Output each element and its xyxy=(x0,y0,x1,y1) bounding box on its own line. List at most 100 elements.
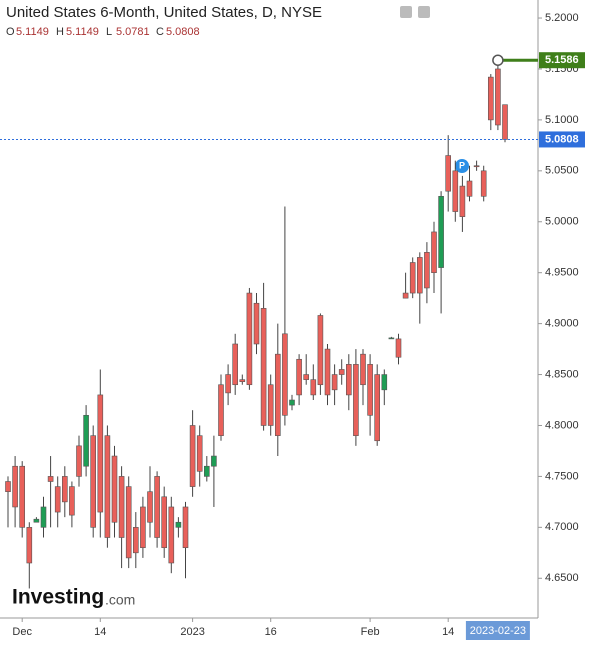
x-tick-label: 14 xyxy=(94,626,106,638)
candle-body xyxy=(289,399,295,406)
candle-body xyxy=(303,374,310,380)
x-tick-label: 16 xyxy=(265,626,277,638)
candle-body xyxy=(47,476,54,482)
candle-body xyxy=(409,262,416,294)
candle-body xyxy=(182,506,189,549)
candle-body xyxy=(204,465,210,477)
candle-body xyxy=(33,518,40,523)
candle-body xyxy=(317,315,324,386)
ohlc-key: C xyxy=(156,26,164,38)
candle-body xyxy=(487,76,494,121)
candle-body xyxy=(54,486,61,513)
candle-body xyxy=(83,414,89,467)
candle-body xyxy=(246,292,253,386)
candle-body xyxy=(140,506,146,549)
ohlc-key: L xyxy=(106,26,112,38)
brand-suffix: .com xyxy=(105,592,135,608)
candle-body xyxy=(296,358,302,396)
ohlc-value: 5.0808 xyxy=(166,26,200,38)
candle-body xyxy=(502,104,508,140)
candle-body xyxy=(274,353,281,436)
ohlc-key: H xyxy=(56,26,64,38)
candle-body xyxy=(12,465,18,508)
candle-body xyxy=(324,348,331,396)
ohlc-value: 5.1149 xyxy=(16,26,49,38)
settings-icon[interactable] xyxy=(400,6,412,18)
y-tick-label: 4.7000 xyxy=(545,521,579,533)
ohlc-value: 5.0781 xyxy=(116,26,150,38)
candle-body xyxy=(40,506,47,528)
y-tick-label: 4.9500 xyxy=(545,267,579,279)
candle-body xyxy=(196,435,203,472)
level-handle xyxy=(492,54,504,66)
candle-body xyxy=(218,384,224,436)
crosshair-date-box xyxy=(465,621,530,640)
chart-title: United States 6-Month, United States, D,… xyxy=(6,4,322,21)
event-marker-label: P xyxy=(459,160,465,170)
candle-body xyxy=(381,374,388,391)
candle-body xyxy=(331,374,338,391)
x-tick-label: Feb xyxy=(361,626,380,638)
candle-body xyxy=(495,68,501,126)
candle-body xyxy=(175,521,182,528)
candle-body xyxy=(402,292,409,299)
candle-body xyxy=(111,455,118,523)
candle-body xyxy=(310,379,317,396)
level-box xyxy=(539,52,585,69)
candle-body xyxy=(19,465,26,528)
y-tick-label: 5.2000 xyxy=(545,12,579,24)
candle-body xyxy=(395,338,402,358)
candle-body xyxy=(445,155,452,192)
candle-body xyxy=(239,379,246,382)
candle-body xyxy=(76,445,82,477)
candle-body xyxy=(168,506,175,564)
y-tick-label: 5.0000 xyxy=(545,216,579,228)
last-price-label: 5.0808 xyxy=(545,133,579,145)
candle-body xyxy=(232,343,238,386)
x-tick-label: 14 xyxy=(442,626,454,638)
ohlc-value: 5.1149 xyxy=(66,26,99,38)
y-tick-label: 5.0500 xyxy=(545,165,579,177)
candle-body xyxy=(388,337,395,340)
candle-body xyxy=(133,527,139,554)
candle-body xyxy=(69,486,75,516)
candle-body xyxy=(118,476,125,538)
candle-body xyxy=(90,435,96,528)
candle-body xyxy=(5,481,11,492)
level-label: 5.1586 xyxy=(545,54,579,66)
candle-body xyxy=(125,486,132,559)
y-tick-label: 4.6500 xyxy=(545,572,579,584)
y-tick-label: 5.1000 xyxy=(545,114,579,126)
candle-body xyxy=(353,364,359,436)
candle-body xyxy=(154,476,160,538)
y-tick-label: 4.7500 xyxy=(545,470,579,482)
candle-body xyxy=(473,165,480,168)
candle-body xyxy=(26,527,33,564)
candle-body xyxy=(260,308,267,426)
candle-body xyxy=(282,333,288,416)
candle-body xyxy=(438,195,444,268)
candle-body xyxy=(61,476,68,503)
candle-body xyxy=(225,374,231,394)
candle-body xyxy=(104,435,111,538)
candle-body xyxy=(211,455,217,467)
candle-body xyxy=(338,369,345,375)
candle-body xyxy=(367,364,373,416)
candle-body xyxy=(466,180,473,197)
x-tick-label: Dec xyxy=(12,626,32,638)
ohlc-key: O xyxy=(6,26,15,38)
candle-body xyxy=(374,374,381,442)
event-marker[interactable] xyxy=(455,159,469,173)
last-price-box xyxy=(539,131,585,148)
candle-body xyxy=(97,394,104,513)
candle-body xyxy=(360,353,366,386)
candle-body xyxy=(416,257,423,294)
y-tick-label: 4.8500 xyxy=(545,368,579,380)
brand-name: Investing xyxy=(12,586,104,609)
candle-body xyxy=(480,170,487,197)
candle-body xyxy=(189,425,196,487)
candle-body xyxy=(253,302,260,345)
settings-icon[interactable] xyxy=(418,6,430,18)
y-tick-label: 4.8000 xyxy=(545,419,579,431)
